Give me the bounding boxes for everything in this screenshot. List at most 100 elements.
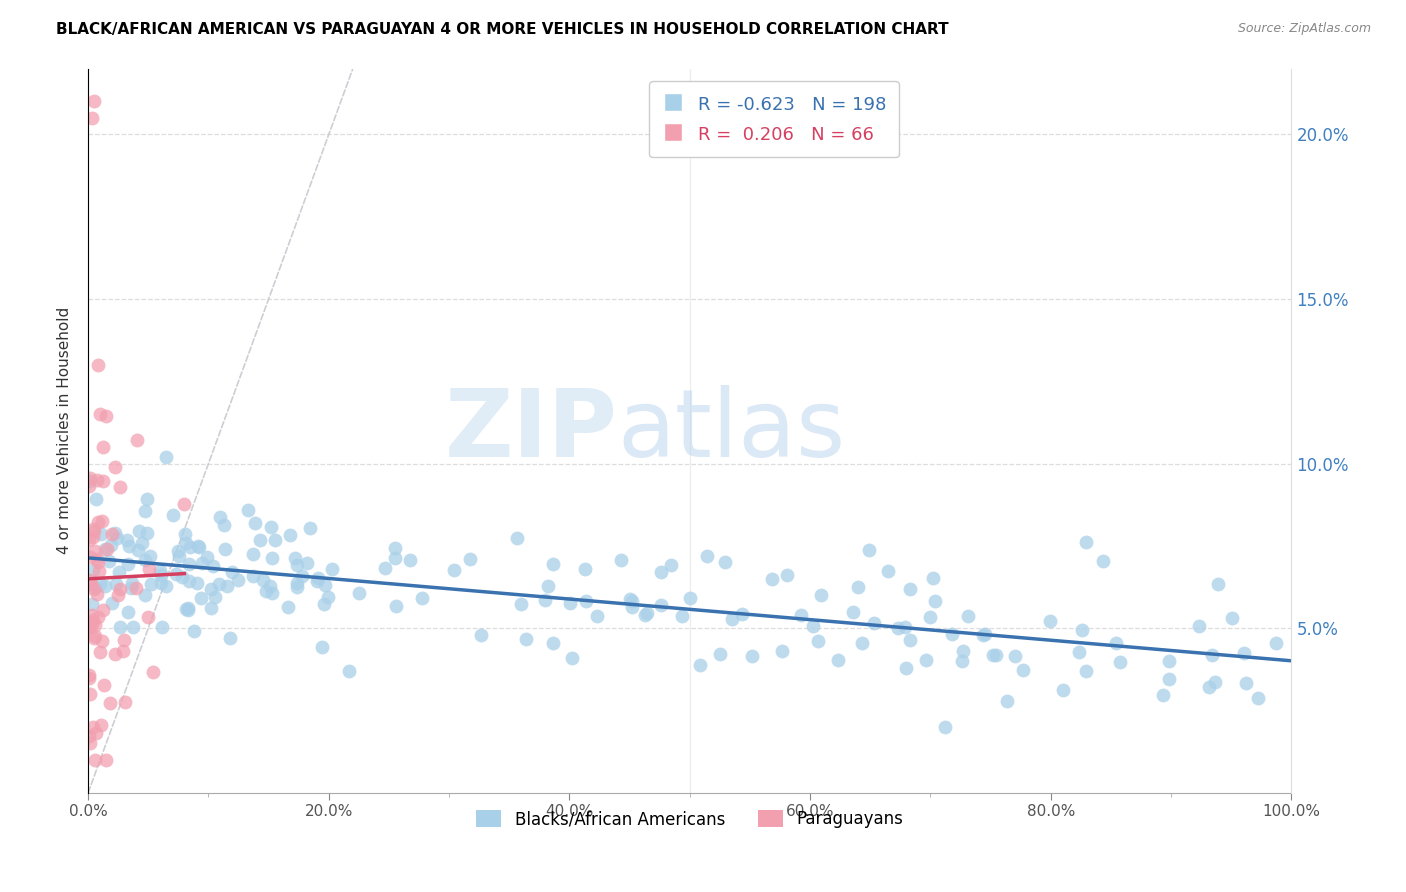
Point	[470, 628, 492, 642]
Point	[167, 549, 190, 563]
Point	[1052, 682, 1074, 697]
Point	[1188, 618, 1211, 632]
Point	[254, 583, 277, 598]
Point	[87, 515, 110, 529]
Text: ZIP: ZIP	[444, 384, 617, 476]
Point	[107, 588, 129, 602]
Point	[125, 581, 148, 595]
Point	[915, 653, 938, 667]
Point	[179, 540, 201, 554]
Point	[585, 609, 607, 624]
Point	[82, 613, 104, 627]
Point	[110, 620, 132, 634]
Point	[149, 564, 172, 578]
Point	[887, 621, 910, 635]
Point	[894, 661, 917, 675]
Point	[995, 694, 1018, 708]
Point	[91, 603, 114, 617]
Point	[84, 753, 107, 767]
Point	[89, 407, 111, 421]
Point	[619, 591, 641, 606]
Point	[186, 576, 208, 591]
Point	[176, 603, 198, 617]
Point	[174, 602, 197, 616]
Point	[166, 544, 188, 558]
Point	[108, 565, 131, 579]
Point	[104, 460, 127, 475]
Point	[177, 601, 200, 615]
Point	[1159, 654, 1181, 668]
Legend: Blacks/African Americans, Paraguayans: Blacks/African Americans, Paraguayans	[470, 804, 910, 835]
Point	[337, 664, 360, 678]
Point	[83, 632, 105, 646]
Point	[827, 653, 849, 667]
Point	[115, 533, 138, 548]
Point	[173, 497, 195, 511]
Point	[187, 539, 209, 553]
Point	[215, 578, 238, 592]
Point	[285, 580, 308, 594]
Text: BLACK/AFRICAN AMERICAN VS PARAGUAYAN 4 OR MORE VEHICLES IN HOUSEHOLD CORRELATION: BLACK/AFRICAN AMERICAN VS PARAGUAYAN 4 O…	[56, 22, 949, 37]
Point	[696, 549, 718, 564]
Point	[174, 535, 197, 549]
Point	[398, 552, 420, 566]
Point	[721, 611, 744, 625]
Point	[136, 609, 159, 624]
Point	[561, 651, 583, 665]
Point	[134, 504, 156, 518]
Point	[127, 542, 149, 557]
Point	[89, 577, 111, 591]
Point	[347, 585, 370, 599]
Point	[200, 582, 222, 596]
Point	[621, 594, 644, 608]
Point	[898, 582, 921, 597]
Point	[94, 754, 117, 768]
Point	[79, 672, 101, 686]
Point	[924, 593, 946, 607]
Point	[515, 632, 537, 647]
Point	[77, 533, 100, 547]
Point	[212, 517, 235, 532]
Point	[120, 581, 142, 595]
Point	[709, 647, 731, 661]
Point	[208, 576, 231, 591]
Point	[155, 579, 177, 593]
Point	[135, 491, 157, 506]
Point	[82, 522, 104, 536]
Point	[260, 520, 283, 534]
Point	[299, 521, 322, 535]
Point	[1070, 623, 1092, 637]
Point	[634, 608, 657, 623]
Point	[82, 563, 104, 577]
Point	[79, 550, 101, 565]
Point	[443, 563, 465, 577]
Point	[950, 654, 973, 668]
Point	[1234, 676, 1257, 690]
Point	[183, 624, 205, 638]
Point	[295, 556, 318, 570]
Point	[91, 514, 114, 528]
Point	[204, 590, 226, 604]
Point	[374, 561, 396, 575]
Point	[83, 524, 105, 538]
Point	[285, 576, 308, 591]
Point	[108, 480, 131, 494]
Point	[80, 608, 103, 623]
Point	[1208, 577, 1230, 591]
Point	[245, 516, 267, 531]
Point	[776, 568, 799, 582]
Point	[1152, 688, 1174, 702]
Point	[221, 565, 243, 579]
Point	[242, 569, 264, 583]
Point	[105, 531, 128, 545]
Point	[790, 608, 813, 623]
Point	[1264, 635, 1286, 649]
Point	[87, 555, 110, 569]
Point	[94, 542, 117, 557]
Point	[201, 559, 224, 574]
Point	[537, 579, 560, 593]
Point	[761, 573, 783, 587]
Point	[384, 550, 406, 565]
Point	[249, 533, 271, 548]
Point	[82, 720, 104, 734]
